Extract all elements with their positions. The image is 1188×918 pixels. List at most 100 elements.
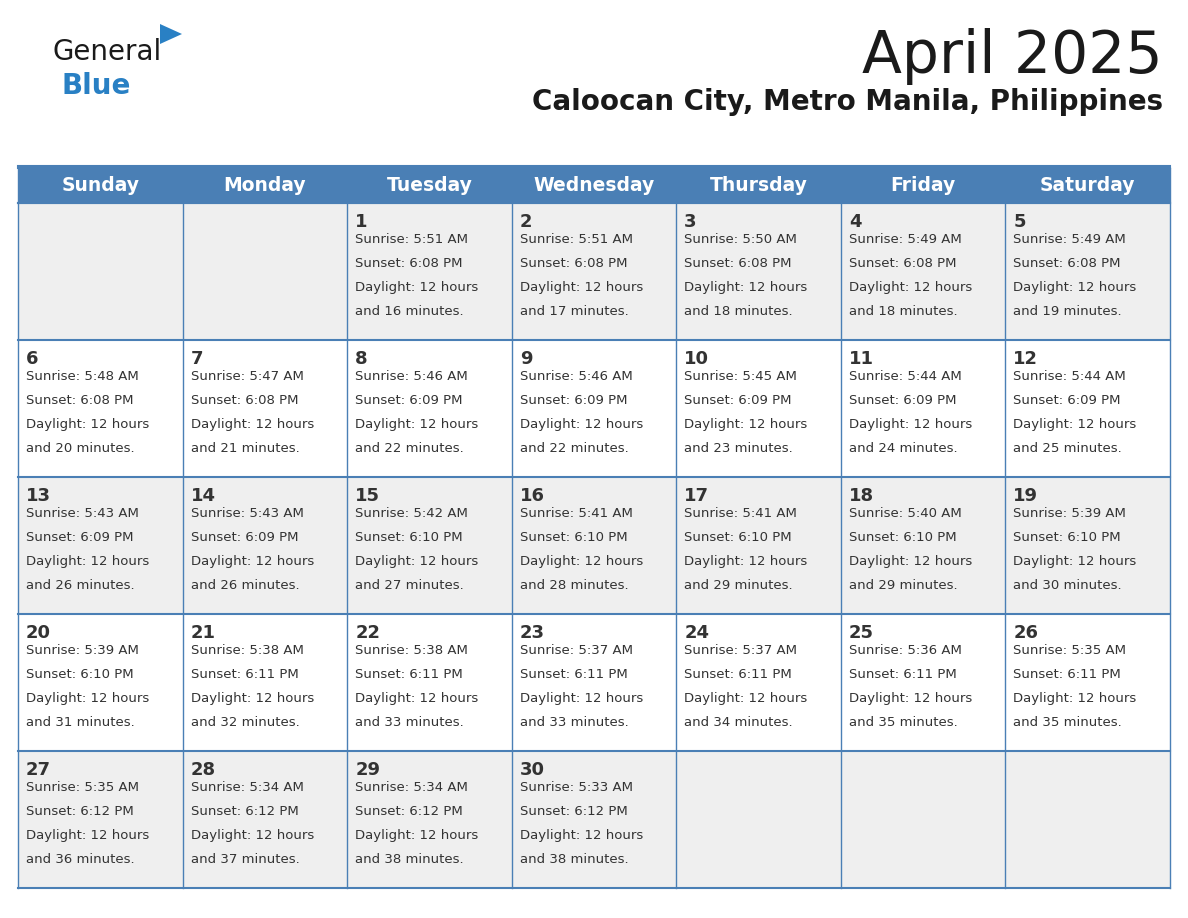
Text: Sunset: 6:08 PM: Sunset: 6:08 PM <box>355 257 462 270</box>
Bar <box>18 340 183 477</box>
Bar <box>676 614 841 751</box>
Text: and 23 minutes.: and 23 minutes. <box>684 442 794 455</box>
Text: Sunset: 6:12 PM: Sunset: 6:12 PM <box>519 805 627 818</box>
Text: 21: 21 <box>190 624 215 642</box>
Text: Saturday: Saturday <box>1040 176 1136 195</box>
Bar <box>1005 751 1170 888</box>
Text: Daylight: 12 hours: Daylight: 12 hours <box>355 418 479 431</box>
Bar <box>841 751 1005 888</box>
Text: Sunset: 6:10 PM: Sunset: 6:10 PM <box>1013 531 1121 544</box>
Text: and 26 minutes.: and 26 minutes. <box>190 579 299 592</box>
Text: Sunrise: 5:35 AM: Sunrise: 5:35 AM <box>26 781 139 794</box>
Text: April 2025: April 2025 <box>862 28 1163 85</box>
Bar <box>183 751 347 888</box>
Text: 15: 15 <box>355 487 380 505</box>
Text: 20: 20 <box>26 624 51 642</box>
Text: Sunrise: 5:37 AM: Sunrise: 5:37 AM <box>684 644 797 657</box>
Text: 29: 29 <box>355 761 380 779</box>
Text: and 18 minutes.: and 18 minutes. <box>849 305 958 318</box>
Text: and 18 minutes.: and 18 minutes. <box>684 305 792 318</box>
Text: 24: 24 <box>684 624 709 642</box>
Text: Daylight: 12 hours: Daylight: 12 hours <box>190 692 314 705</box>
Text: 14: 14 <box>190 487 215 505</box>
Text: Daylight: 12 hours: Daylight: 12 hours <box>684 281 808 294</box>
Text: Daylight: 12 hours: Daylight: 12 hours <box>1013 555 1137 568</box>
Text: 1: 1 <box>355 213 367 231</box>
Text: 26: 26 <box>1013 624 1038 642</box>
Text: Daylight: 12 hours: Daylight: 12 hours <box>1013 418 1137 431</box>
Text: 22: 22 <box>355 624 380 642</box>
Text: 17: 17 <box>684 487 709 505</box>
Text: 3: 3 <box>684 213 697 231</box>
Text: Sunset: 6:11 PM: Sunset: 6:11 PM <box>1013 668 1121 681</box>
Text: Sunset: 6:10 PM: Sunset: 6:10 PM <box>519 531 627 544</box>
Bar <box>183 203 347 340</box>
Text: 18: 18 <box>849 487 874 505</box>
Text: 7: 7 <box>190 350 203 368</box>
Bar <box>512 751 676 888</box>
Text: Sunrise: 5:34 AM: Sunrise: 5:34 AM <box>190 781 303 794</box>
Text: 10: 10 <box>684 350 709 368</box>
Text: Sunday: Sunday <box>62 176 139 195</box>
Text: Wednesday: Wednesday <box>533 176 655 195</box>
Text: 25: 25 <box>849 624 874 642</box>
Bar <box>841 340 1005 477</box>
Text: and 22 minutes.: and 22 minutes. <box>519 442 628 455</box>
Text: 6: 6 <box>26 350 38 368</box>
Text: and 16 minutes.: and 16 minutes. <box>355 305 463 318</box>
Text: Sunset: 6:09 PM: Sunset: 6:09 PM <box>519 394 627 407</box>
Text: Sunset: 6:10 PM: Sunset: 6:10 PM <box>355 531 463 544</box>
Text: and 34 minutes.: and 34 minutes. <box>684 716 792 729</box>
Text: Sunset: 6:08 PM: Sunset: 6:08 PM <box>26 394 133 407</box>
Bar <box>347 751 512 888</box>
Text: and 26 minutes.: and 26 minutes. <box>26 579 134 592</box>
Bar <box>347 340 512 477</box>
Text: 9: 9 <box>519 350 532 368</box>
Text: Daylight: 12 hours: Daylight: 12 hours <box>519 281 643 294</box>
Text: Daylight: 12 hours: Daylight: 12 hours <box>190 829 314 842</box>
Text: Sunrise: 5:40 AM: Sunrise: 5:40 AM <box>849 507 961 520</box>
Bar <box>183 477 347 614</box>
Text: Sunrise: 5:51 AM: Sunrise: 5:51 AM <box>355 233 468 246</box>
Text: and 24 minutes.: and 24 minutes. <box>849 442 958 455</box>
Text: and 33 minutes.: and 33 minutes. <box>355 716 463 729</box>
Text: Daylight: 12 hours: Daylight: 12 hours <box>355 281 479 294</box>
Text: and 29 minutes.: and 29 minutes. <box>684 579 792 592</box>
Text: Sunrise: 5:44 AM: Sunrise: 5:44 AM <box>1013 370 1126 383</box>
Bar <box>676 340 841 477</box>
Text: 4: 4 <box>849 213 861 231</box>
Text: Daylight: 12 hours: Daylight: 12 hours <box>190 555 314 568</box>
Text: Sunrise: 5:42 AM: Sunrise: 5:42 AM <box>355 507 468 520</box>
Text: Sunset: 6:08 PM: Sunset: 6:08 PM <box>1013 257 1121 270</box>
Text: Daylight: 12 hours: Daylight: 12 hours <box>190 418 314 431</box>
Text: 2: 2 <box>519 213 532 231</box>
Text: 13: 13 <box>26 487 51 505</box>
Bar <box>512 203 676 340</box>
Text: and 29 minutes.: and 29 minutes. <box>849 579 958 592</box>
Text: Daylight: 12 hours: Daylight: 12 hours <box>684 692 808 705</box>
Text: Sunrise: 5:41 AM: Sunrise: 5:41 AM <box>684 507 797 520</box>
Bar <box>347 203 512 340</box>
Text: Sunset: 6:09 PM: Sunset: 6:09 PM <box>355 394 462 407</box>
Text: 23: 23 <box>519 624 545 642</box>
Text: Daylight: 12 hours: Daylight: 12 hours <box>849 281 972 294</box>
Text: and 21 minutes.: and 21 minutes. <box>190 442 299 455</box>
Bar <box>18 203 183 340</box>
Text: Sunset: 6:08 PM: Sunset: 6:08 PM <box>519 257 627 270</box>
Text: Sunset: 6:12 PM: Sunset: 6:12 PM <box>355 805 463 818</box>
Text: Sunrise: 5:35 AM: Sunrise: 5:35 AM <box>1013 644 1126 657</box>
Text: and 32 minutes.: and 32 minutes. <box>190 716 299 729</box>
Bar <box>512 614 676 751</box>
Text: Sunrise: 5:44 AM: Sunrise: 5:44 AM <box>849 370 961 383</box>
Text: Sunset: 6:10 PM: Sunset: 6:10 PM <box>684 531 792 544</box>
Text: Daylight: 12 hours: Daylight: 12 hours <box>26 692 150 705</box>
Text: 11: 11 <box>849 350 874 368</box>
Text: and 38 minutes.: and 38 minutes. <box>355 853 463 866</box>
Text: Sunrise: 5:39 AM: Sunrise: 5:39 AM <box>1013 507 1126 520</box>
Text: Sunrise: 5:51 AM: Sunrise: 5:51 AM <box>519 233 633 246</box>
Bar <box>347 477 512 614</box>
Text: Sunset: 6:11 PM: Sunset: 6:11 PM <box>519 668 627 681</box>
Bar <box>676 751 841 888</box>
Text: and 20 minutes.: and 20 minutes. <box>26 442 134 455</box>
Text: Sunrise: 5:46 AM: Sunrise: 5:46 AM <box>519 370 632 383</box>
